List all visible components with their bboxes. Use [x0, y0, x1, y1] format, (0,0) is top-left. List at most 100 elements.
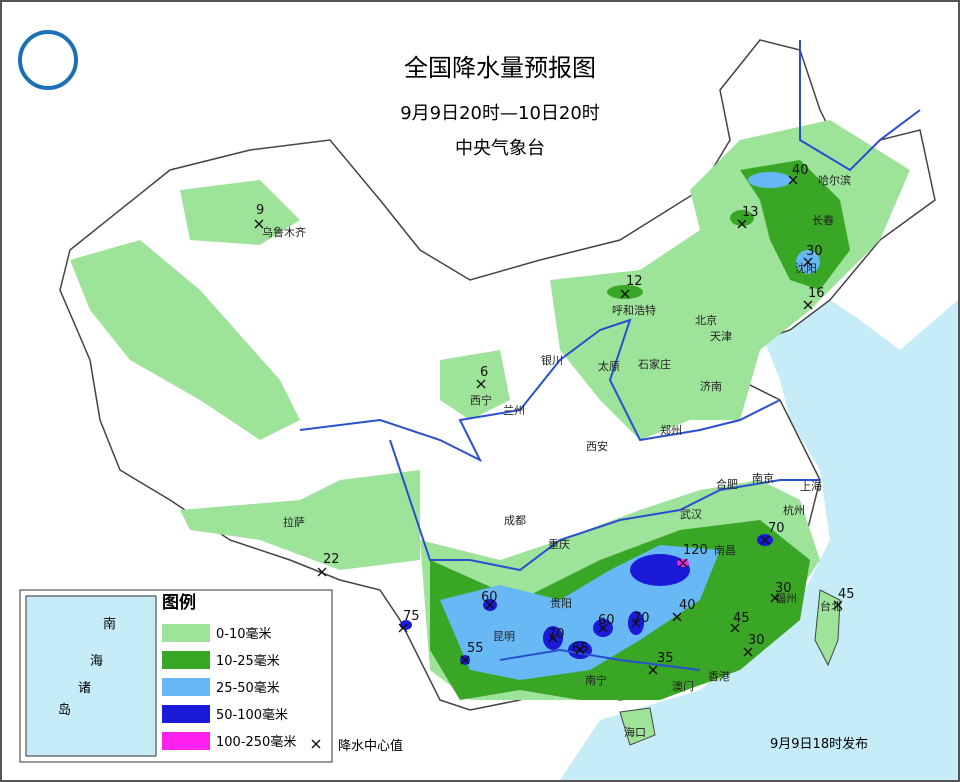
- legend-center-marker: [311, 739, 321, 749]
- city-label: 西安: [586, 439, 608, 453]
- center-marker: [672, 612, 682, 622]
- city-label: 武汉: [680, 508, 702, 521]
- city-label: 南京: [752, 471, 774, 485]
- center-marker: [460, 655, 470, 665]
- center-marker: [254, 219, 264, 229]
- city-label: 拉萨: [283, 515, 305, 529]
- city-label: 郑州: [660, 423, 682, 437]
- center-marker: [598, 623, 608, 633]
- center-value: 30: [806, 244, 823, 259]
- footer: 9月9日18时发布: [770, 736, 868, 752]
- legend-label: 100-250毫米: [216, 734, 296, 750]
- center-value: 6: [480, 365, 488, 380]
- city-label: 上海: [800, 479, 822, 493]
- center-value: 9: [256, 203, 264, 218]
- city-label: 合肥: [716, 477, 738, 491]
- inset-map: [25, 595, 157, 757]
- period: 9月9日20时—10日20时: [400, 103, 600, 124]
- center-marker: [803, 257, 813, 267]
- city-label: 台北: [820, 599, 842, 613]
- center-marker: [476, 379, 486, 389]
- city-label: 哈尔滨: [818, 173, 851, 187]
- city-label: 重庆: [548, 537, 570, 551]
- city-label: 太原: [598, 360, 620, 373]
- center-marker: [631, 618, 641, 628]
- legend-label: 50-100毫米: [216, 707, 288, 723]
- center-marker: [730, 623, 740, 633]
- center-marker: [317, 567, 327, 577]
- city-label: 天津: [710, 330, 732, 343]
- center-value: 60: [481, 590, 498, 605]
- city-label: 海口: [624, 725, 646, 739]
- city-label: 沈阳: [795, 261, 817, 275]
- inset-label: 岛: [58, 702, 71, 718]
- center-value: 13: [742, 205, 759, 220]
- center-value: 30: [775, 581, 792, 596]
- title: 全国降水量预报图: [404, 54, 596, 82]
- center-value: 120: [683, 543, 708, 558]
- center-value: 60: [598, 613, 615, 628]
- inset-label: 诸: [78, 681, 91, 696]
- center-value: 45: [838, 587, 855, 602]
- legend-swatch: [162, 624, 210, 642]
- logo: [18, 30, 78, 90]
- legend-title: 图例: [162, 592, 196, 613]
- center-marker: [620, 289, 630, 299]
- center-marker: [803, 300, 813, 310]
- legend-label: 0-10毫米: [216, 626, 272, 642]
- center-value: 12: [626, 274, 643, 289]
- center-value: 35: [657, 651, 674, 666]
- city-label: 石家庄: [638, 357, 671, 371]
- center-value: 22: [323, 552, 340, 567]
- center-value: 65: [572, 641, 589, 656]
- center-marker: [548, 633, 558, 643]
- inset-label: 南: [103, 616, 116, 632]
- city-label: 南宁: [585, 673, 607, 687]
- center-value: 75: [403, 609, 420, 624]
- legend: 南 海 诸 岛 图例 0-10毫米 10-25毫米 25-50毫米 50-100毫米 1…: [19, 589, 403, 763]
- center-marker: [770, 593, 780, 603]
- issuer: 中央气象台: [455, 138, 545, 159]
- center-marker: [737, 219, 747, 229]
- center-marker: [575, 645, 585, 655]
- city-label: 福州: [775, 591, 797, 605]
- city-label: 南昌: [714, 544, 736, 557]
- hainan: [619, 707, 656, 746]
- center-value: 70: [633, 611, 650, 626]
- city-label: 长春: [812, 214, 834, 227]
- legend-label: 10-25毫米: [216, 653, 280, 669]
- center-marker: [485, 600, 495, 610]
- center-value: 40: [679, 598, 696, 613]
- center-marker: [398, 623, 408, 633]
- center-value: 70: [548, 627, 565, 642]
- city-label: 香港: [708, 670, 730, 683]
- center-marker: [648, 665, 658, 675]
- center-marker: [833, 600, 843, 610]
- sea: [560, 300, 958, 780]
- city-label: 北京: [695, 313, 717, 327]
- legend-swatch: [162, 705, 210, 723]
- city-label: 杭州: [783, 503, 805, 517]
- center-marker: [788, 175, 798, 185]
- title-block: 全国降水量预报图 9月9日20时—10日20时 中央气象台: [18, 30, 600, 159]
- city-label: 澳门: [672, 679, 694, 693]
- center-marker: [743, 647, 753, 657]
- city-label: 贵阳: [550, 597, 572, 610]
- city-label: 济南: [700, 379, 722, 393]
- city-label: 西宁: [470, 393, 492, 407]
- legend-swatch: [162, 732, 210, 750]
- center-value: 45: [733, 611, 750, 626]
- legend-label: 25-50毫米: [216, 680, 280, 696]
- legend-center-label: 降水中心值: [338, 738, 403, 754]
- legend-swatch: [162, 651, 210, 669]
- center-value: 30: [748, 633, 765, 648]
- center-value: 40: [792, 163, 809, 178]
- center-value: 55: [467, 641, 484, 656]
- inset-label: 海: [90, 654, 103, 669]
- city-label: 成都: [504, 514, 526, 527]
- center-marker: [760, 535, 770, 545]
- rivers: [299, 40, 921, 671]
- city-label: 昆明: [493, 630, 515, 643]
- center-marker: [678, 558, 688, 568]
- city-label: 呼和浩特: [612, 303, 656, 317]
